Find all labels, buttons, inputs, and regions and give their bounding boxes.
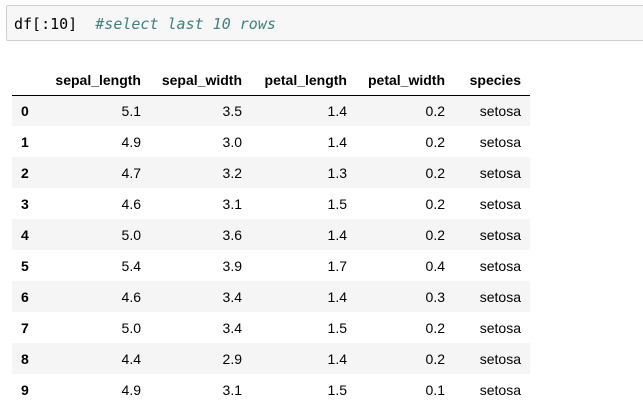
table-cell: setosa [479, 319, 521, 336]
table-cell: setosa [479, 195, 521, 212]
table-cell: setosa [479, 164, 521, 181]
table-cell: 1.5 [327, 319, 347, 336]
code-input-cell[interactable]: df[:10] #select last 10 rows [6, 5, 643, 41]
table-cell: 3.4 [222, 288, 242, 305]
row-index: 2 [21, 164, 29, 181]
table-cell: 0.2 [425, 102, 445, 119]
table-cell: 1.4 [327, 102, 347, 119]
table-cell: 5.0 [121, 226, 141, 243]
row-index: 3 [21, 195, 29, 212]
table-cell: 1.4 [327, 226, 347, 243]
table-cell: 1.7 [327, 257, 347, 274]
table-cell: 3.1 [222, 195, 242, 212]
table-cell: setosa [479, 288, 521, 305]
table-row: 0 5.1 3.5 1.4 0.2 setosa [12, 95, 530, 126]
table-row: 1 4.9 3.0 1.4 0.2 setosa [12, 126, 530, 157]
table-cell: 0.3 [425, 288, 445, 305]
code-line: df[:10] #select last 10 rows [14, 15, 276, 33]
table-cell: 4.9 [121, 381, 141, 398]
row-index: 5 [21, 257, 29, 274]
row-index: 9 [21, 381, 29, 398]
table-cell: setosa [479, 133, 521, 150]
row-index: 1 [21, 133, 29, 150]
table-cell: 1.4 [327, 288, 347, 305]
column-header: petal_length [251, 65, 356, 96]
table-cell: 4.6 [121, 288, 141, 305]
table-row: 8 4.4 2.9 1.4 0.2 setosa [12, 343, 530, 374]
table-cell: 1.3 [327, 164, 347, 181]
table-cell: 5.4 [121, 257, 141, 274]
table-row: 6 4.6 3.4 1.4 0.3 setosa [12, 281, 530, 312]
table-cell: 3.5 [222, 102, 242, 119]
table-cell: 3.4 [222, 319, 242, 336]
dataframe-output-table: sepal_length sepal_width petal_length pe… [12, 65, 530, 405]
table-cell: 0.2 [425, 350, 445, 367]
table-cell: 0.2 [425, 319, 445, 336]
table-cell: 4.7 [121, 164, 141, 181]
table-row: 9 4.9 3.1 1.5 0.1 setosa [12, 374, 530, 405]
table-cell: 4.9 [121, 133, 141, 150]
table-cell: 0.1 [425, 381, 445, 398]
table-cell: setosa [479, 257, 521, 274]
column-header: species [454, 65, 530, 96]
table-cell: 3.6 [222, 226, 242, 243]
table-cell: 5.1 [121, 102, 141, 119]
table-cell: setosa [479, 226, 521, 243]
table-row: 2 4.7 3.2 1.3 0.2 setosa [12, 157, 530, 188]
table-header-row: sepal_length sepal_width petal_length pe… [12, 65, 530, 96]
table-cell: 5.0 [121, 319, 141, 336]
table-row: 5 5.4 3.9 1.7 0.4 setosa [12, 250, 530, 281]
table-cell: 0.2 [425, 164, 445, 181]
table-cell: 1.5 [327, 195, 347, 212]
table-cell: 1.4 [327, 133, 347, 150]
column-header: sepal_length [38, 65, 150, 96]
row-index: 4 [21, 226, 29, 243]
row-index: 8 [21, 350, 29, 367]
index-header [12, 65, 38, 96]
table-row: 7 5.0 3.4 1.5 0.2 setosa [12, 312, 530, 343]
table-cell: 4.6 [121, 195, 141, 212]
table-cell: 3.0 [222, 133, 242, 150]
table-cell: 0.2 [425, 133, 445, 150]
column-header: petal_width [356, 65, 454, 96]
table-cell: setosa [479, 102, 521, 119]
table-row: 3 4.6 3.1 1.5 0.2 setosa [12, 188, 530, 219]
row-index: 7 [21, 319, 29, 336]
table-cell: setosa [479, 350, 521, 367]
code-expression: df[:10] [14, 15, 78, 33]
table-row: 4 5.0 3.6 1.4 0.2 setosa [12, 219, 530, 250]
table-cell: 3.9 [222, 257, 242, 274]
row-index: 0 [21, 102, 29, 119]
code-comment: #select last 10 rows [95, 15, 276, 33]
table-cell: 0.4 [425, 257, 445, 274]
table-cell: 1.5 [327, 381, 347, 398]
table-cell: 2.9 [222, 350, 242, 367]
table-cell: 1.4 [327, 350, 347, 367]
column-header: sepal_width [150, 65, 251, 96]
row-index: 6 [21, 288, 29, 305]
table-cell: 0.2 [425, 195, 445, 212]
table-cell: 3.2 [222, 164, 242, 181]
table-cell: 4.4 [121, 350, 141, 367]
table-cell: 0.2 [425, 226, 445, 243]
table-cell: 3.1 [222, 381, 242, 398]
table-cell: setosa [479, 381, 521, 398]
